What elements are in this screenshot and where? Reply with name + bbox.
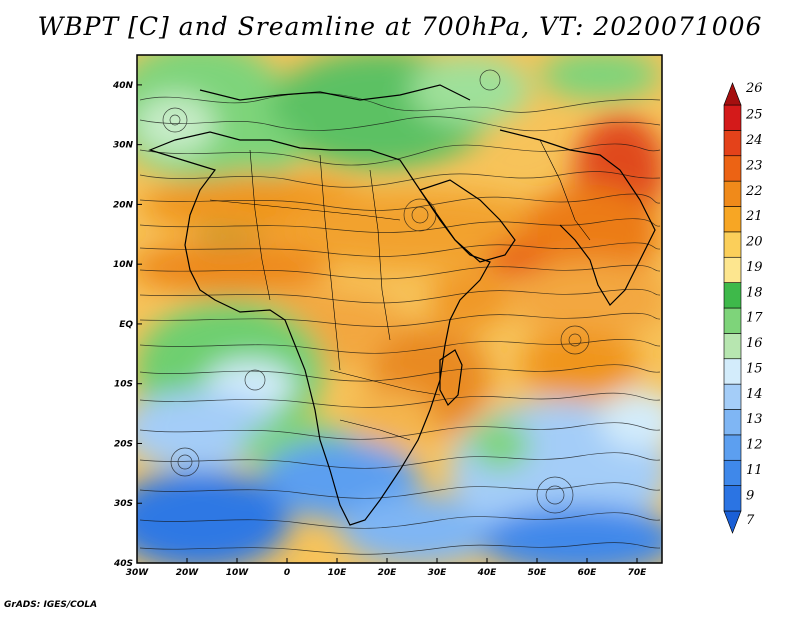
borders [209, 139, 591, 441]
colorbar-label: 18 [746, 285, 763, 300]
lon-tick-label: 60E [578, 568, 598, 578]
colorbar-swatch [723, 282, 742, 309]
lon-tick-label: 20E [378, 568, 398, 578]
colorbar-swatch [723, 459, 742, 486]
colorbar-label: 23 [745, 158, 763, 173]
lat-tick-label: 20S [114, 439, 133, 449]
lon-tick-label: 30W [126, 568, 150, 578]
lat-tick-label: 30N [113, 141, 134, 151]
colorbar-label: 24 [745, 133, 763, 148]
colorbar-label: 20 [745, 235, 763, 250]
lon-tick-label: 50E [528, 568, 548, 578]
colorbar-swatch [723, 231, 742, 258]
colorbar-label: 9 [746, 488, 754, 503]
lat-tick-label: 20N [113, 200, 134, 210]
colorbar-swatch [723, 82, 742, 106]
lon-tick-label: 10E [328, 568, 348, 578]
colorbar-swatch [723, 130, 742, 157]
colorbar-label: 12 [746, 438, 763, 453]
colorbar-label: 7 [746, 513, 755, 528]
colorbar-label: 21 [745, 209, 763, 224]
colorbar-label: 19 [746, 260, 763, 275]
lat-tick-label: EQ [119, 320, 133, 330]
colorbar-swatch [723, 383, 742, 410]
lon-tick-label: 10W [226, 568, 250, 578]
colorbar-label: 17 [746, 311, 763, 326]
wbpt-field [137, 55, 662, 563]
lon-tick-label: 0 [284, 568, 290, 578]
colorbar-label: 13 [746, 412, 763, 427]
colorbar-swatch [723, 307, 742, 334]
colorbar-swatch [723, 434, 742, 461]
coastlines [148, 84, 656, 526]
colorbar-swatch [723, 256, 742, 283]
colorbar-swatch [723, 206, 742, 233]
colorbar-label: 16 [746, 336, 763, 351]
streamlines [139, 69, 661, 555]
colorbar: 7 9 11 12 13 14 15 16 17 18 19 20 21 22 23 24 25 26 [723, 81, 763, 534]
colorbar-label: 11 [746, 463, 763, 478]
lon-tick-label: 40E [477, 568, 498, 578]
lat-tick-label: 10N [113, 260, 134, 270]
colorbar-label: 15 [746, 361, 763, 376]
lat-tick-label: 30S [114, 499, 133, 509]
lat-tick-label: 10S [114, 380, 133, 390]
colorbar-swatch [723, 180, 742, 207]
colorbar-label: 22 [745, 184, 763, 199]
colorbar-swatch [723, 104, 742, 131]
plot-frame [136, 54, 663, 564]
colorbar-swatch [723, 485, 742, 512]
lat-axis: 40S 30S 20S 10S EQ 10N 20N 30N 40N [112, 81, 142, 569]
lon-tick-label: 70E [628, 568, 648, 578]
credit-label: GrADS: IGES/COLA [4, 600, 98, 610]
colorbar-swatch [723, 155, 742, 182]
colorbar-swatch [723, 510, 742, 534]
lat-tick-label: 40N [112, 81, 134, 91]
lon-tick-label: 30E [428, 568, 448, 578]
colorbar-swatch [723, 333, 742, 360]
colorbar-swatch [723, 358, 742, 385]
lon-axis: 30W 20W 10W 0 10E 20E 30E 40E 50E 60E 70E [126, 558, 647, 578]
colorbar-label: 25 [745, 108, 763, 123]
lat-tick-label: 40S [113, 559, 133, 569]
chart-title: WBPT [C] and Sreamline at 700hPa, VT: 20… [37, 12, 763, 41]
colorbar-label: 26 [745, 81, 763, 96]
lon-tick-label: 20W [176, 568, 200, 578]
weather-map: 30W 20W 10W 0 10E 20E 30E 40E 50E 60E 70E 40S 30S 20… [112, 54, 763, 578]
colorbar-swatch [723, 409, 742, 436]
colorbar-label: 14 [746, 387, 763, 402]
